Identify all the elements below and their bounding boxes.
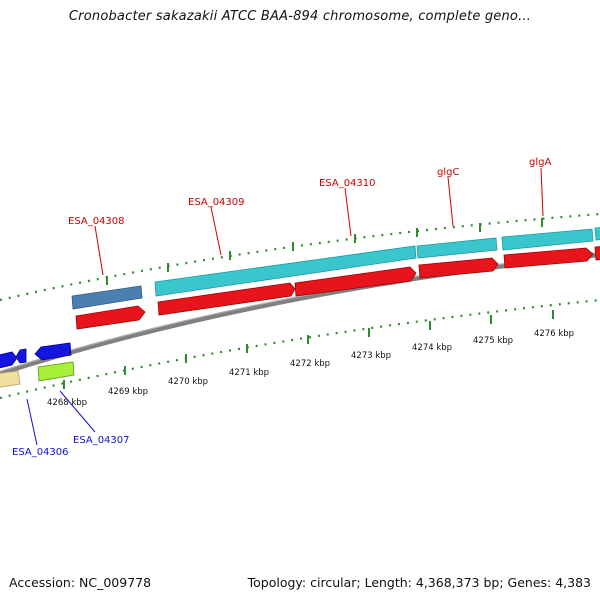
gene-labels: ESA_04308 ESA_04309 ESA_04310 glgC glgA … [12,157,551,458]
map-title: Cronobacter sakazakii ATCC BAA-894 chrom… [68,9,532,24]
ruler-label: 4270 kbp [168,377,208,387]
label-esa-04309[interactable]: ESA_04309 [188,197,245,208]
gene-glgc-forward[interactable] [416,237,498,259]
label-esa-04310[interactable]: ESA_04310 [319,178,376,189]
label-esa-04306[interactable]: ESA_04306 [12,447,69,458]
ruler-label: 4274 kbp [412,343,452,353]
gene-esa-04306[interactable] [0,351,18,369]
leader-glgc [447,176,454,227]
gene-esa-04306-small[interactable] [15,348,27,364]
leader-esa-04308 [94,225,104,276]
cds-features [75,246,600,330]
ruler-label: 4273 kbp [351,351,391,361]
accession-text: Accession: NC_009778 [9,575,152,590]
leader-glga [540,167,544,217]
ruler-labels: 4268 kbp 4269 kbp 4270 kbp 4271 kbp 4272… [47,329,574,408]
cds-glga[interactable] [503,247,594,269]
gene-esa-04309-forward[interactable] [154,245,417,297]
outer-major-ticks [106,218,543,285]
leader-esa-04306 [26,398,38,446]
ruler-label: 4275 kbp [473,336,513,346]
gene-esa-04306-misc[interactable] [0,370,21,388]
gene-esa-04307-misc[interactable] [37,361,75,382]
label-glga[interactable]: glgA [529,157,551,168]
ruler-label: 4268 kbp [47,398,87,408]
ruler-label: 4272 kbp [290,359,330,369]
label-glgc[interactable]: glgC [437,167,459,178]
cds-glgc[interactable] [418,257,499,279]
ruler-label: 4271 kbp [229,368,269,378]
gene-glga-forward[interactable] [501,228,594,251]
label-esa-04307[interactable]: ESA_04307 [73,435,130,446]
ruler-label: 4269 kbp [108,387,148,397]
leader-esa-04310 [344,187,352,237]
cds-esa-04310[interactable] [294,266,417,297]
summary-text: Topology: circular; Length: 4,368,373 bp… [247,575,591,590]
gene-next-forward[interactable] [594,227,600,241]
gene-esa-04307[interactable] [34,342,72,361]
cds-esa-04309[interactable] [157,282,296,316]
leader-esa-04307 [59,390,96,433]
cds-esa-04308[interactable] [75,305,146,330]
gene-esa-04308-forward[interactable] [71,285,143,310]
inner-dotted-ruler [0,298,600,400]
cds-next[interactable] [594,246,600,261]
inner-genes [0,342,75,388]
ruler-label: 4276 kbp [534,329,574,339]
forward-strand-genes [71,227,600,310]
inner-major-ticks [63,310,554,389]
label-esa-04308[interactable]: ESA_04308 [68,216,125,227]
label-leader-lines [26,167,544,446]
leader-esa-04309 [210,206,222,256]
